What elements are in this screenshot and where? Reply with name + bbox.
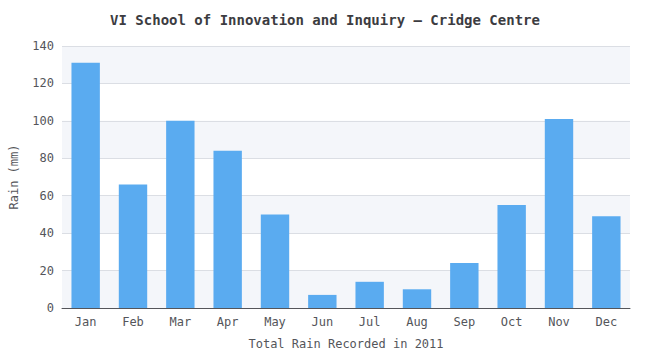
svg-text:Total Rain Recorded in 2011: Total Rain Recorded in 2011 — [248, 337, 443, 351]
svg-text:Sep: Sep — [453, 315, 475, 329]
svg-text:Dec: Dec — [595, 315, 617, 329]
svg-text:Nov: Nov — [548, 315, 570, 329]
svg-text:20: 20 — [40, 264, 54, 278]
svg-text:May: May — [264, 315, 286, 329]
svg-text:Mar: Mar — [169, 315, 191, 329]
svg-text:Jan: Jan — [75, 315, 97, 329]
svg-text:80: 80 — [40, 151, 54, 165]
svg-text:Feb: Feb — [122, 315, 144, 329]
svg-text:Jun: Jun — [311, 315, 333, 329]
svg-text:Oct: Oct — [501, 315, 523, 329]
svg-text:Jul: Jul — [359, 315, 381, 329]
svg-text:0: 0 — [47, 301, 54, 315]
svg-text:100: 100 — [32, 114, 54, 128]
svg-text:Aug: Aug — [406, 315, 428, 329]
svg-text:60: 60 — [40, 189, 54, 203]
svg-text:Rain (mm): Rain (mm) — [7, 144, 21, 209]
svg-text:120: 120 — [32, 76, 54, 90]
svg-text:VI School of Innovation and In: VI School of Innovation and Inquiry – Cr… — [110, 12, 540, 28]
svg-text:140: 140 — [32, 39, 54, 53]
svg-text:Apr: Apr — [217, 315, 239, 329]
svg-text:40: 40 — [40, 226, 54, 240]
